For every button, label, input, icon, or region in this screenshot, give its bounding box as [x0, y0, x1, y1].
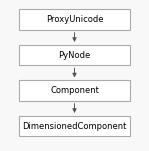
FancyBboxPatch shape — [19, 116, 130, 136]
Text: ProxyUnicode: ProxyUnicode — [46, 15, 103, 24]
FancyBboxPatch shape — [19, 9, 130, 30]
Text: Component: Component — [50, 86, 99, 95]
Text: DimensionedComponent: DimensionedComponent — [22, 122, 127, 131]
FancyBboxPatch shape — [19, 45, 130, 65]
Text: PyNode: PyNode — [58, 51, 91, 60]
FancyBboxPatch shape — [19, 80, 130, 101]
